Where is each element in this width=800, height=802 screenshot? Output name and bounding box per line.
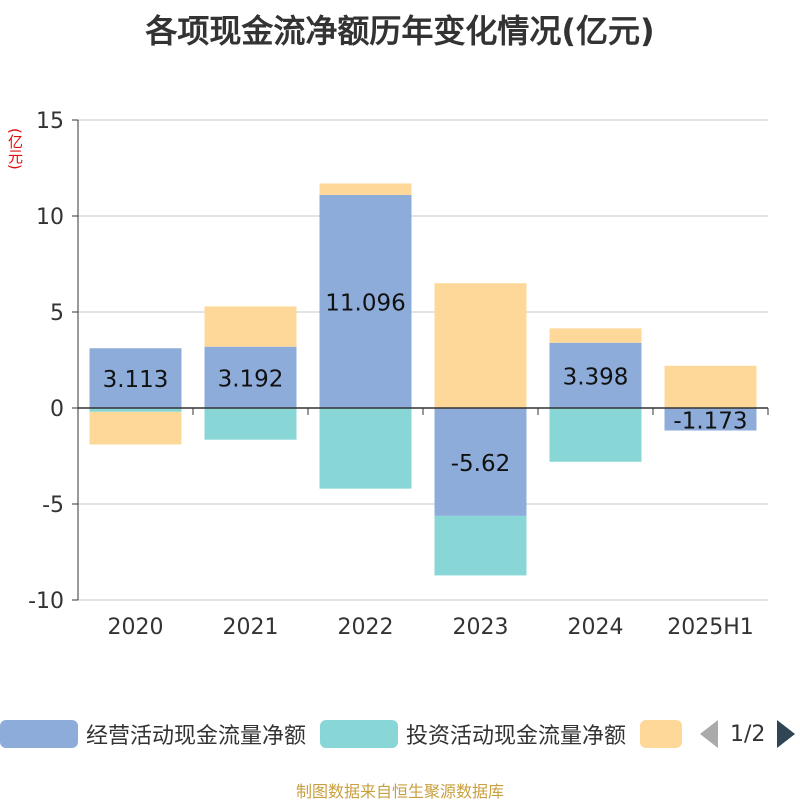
bar-series1-2020: [89, 408, 182, 412]
bar-series0-2024: [549, 342, 642, 408]
y-tick-label: 5: [50, 301, 64, 326]
legend-pager: 1/2: [700, 712, 796, 756]
y-tick-label: 10: [36, 205, 64, 230]
bar-series1-2022: [319, 408, 412, 489]
bar-series2-2025H1: [664, 365, 757, 408]
x-tick-label: 2021: [223, 615, 279, 640]
bar-series0-2025H1: [664, 408, 757, 431]
y-tick-label: -5: [42, 493, 64, 518]
legend-label-operating: 经营活动现金流量净额: [86, 724, 307, 749]
pager-next-icon[interactable]: [777, 720, 796, 748]
data-label: 11.096: [325, 290, 405, 316]
pager-page-text: 1/2: [730, 721, 766, 747]
bar-series0-2021: [204, 346, 297, 408]
legend-swatch-investing: [320, 720, 398, 748]
bar-series0-2022: [319, 194, 412, 408]
legend-item-operating[interactable]: 经营活动现金流量净额: [0, 712, 306, 756]
bar-series2-2023: [434, 283, 527, 408]
y-tick-label: 0: [50, 397, 64, 422]
data-label: -5.62: [451, 451, 511, 477]
bar-series1-2023: [434, 515, 527, 576]
data-label: 3.113: [103, 367, 169, 393]
legend: 经营活动现金流量净额 投资活动现金流量净额 1/2: [0, 712, 800, 756]
y-tick-label: -10: [28, 589, 64, 614]
bar-series1-2021: [204, 408, 297, 440]
y-axis-unit-label: (亿元): [6, 128, 24, 170]
data-label: 3.192: [218, 366, 284, 392]
bar-series2-2022: [319, 183, 412, 195]
x-tick-label: 2023: [453, 615, 509, 640]
bar-series2-2021: [204, 306, 297, 347]
chart-title: 各项现金流净额历年变化情况(亿元): [145, 12, 655, 50]
data-source-note: 制图数据来自恒生聚源数据库: [295, 782, 504, 801]
bar-series2-2024: [549, 328, 642, 343]
data-label: -1.173: [673, 408, 747, 434]
legend-swatch-financing: [640, 720, 682, 748]
x-tick-label: 2024: [568, 615, 624, 640]
legend-swatch-operating: [0, 720, 78, 748]
x-tick-label: 2022: [338, 615, 394, 640]
legend-label-investing: 投资活动现金流量净额: [406, 724, 627, 749]
legend-item-financing[interactable]: [640, 712, 682, 756]
data-label: 3.398: [563, 364, 629, 390]
bar-series0-2023: [434, 408, 527, 516]
legend-item-investing[interactable]: 投资活动现金流量净额: [320, 712, 626, 756]
bar-series2-2020: [89, 411, 182, 445]
chart-plot: 15 10 5 0 -5 -10 3.113 3.192 11.096 -5.62 3.398 -1.…: [28, 109, 769, 640]
bar-series0-2020: [89, 348, 182, 408]
bar-series1-2024: [549, 408, 642, 462]
y-tick-label: 15: [36, 109, 64, 134]
x-tick-label: 2025H1: [667, 615, 754, 640]
x-tick-label: 2020: [108, 615, 164, 640]
pager-prev-icon[interactable]: [700, 720, 718, 748]
